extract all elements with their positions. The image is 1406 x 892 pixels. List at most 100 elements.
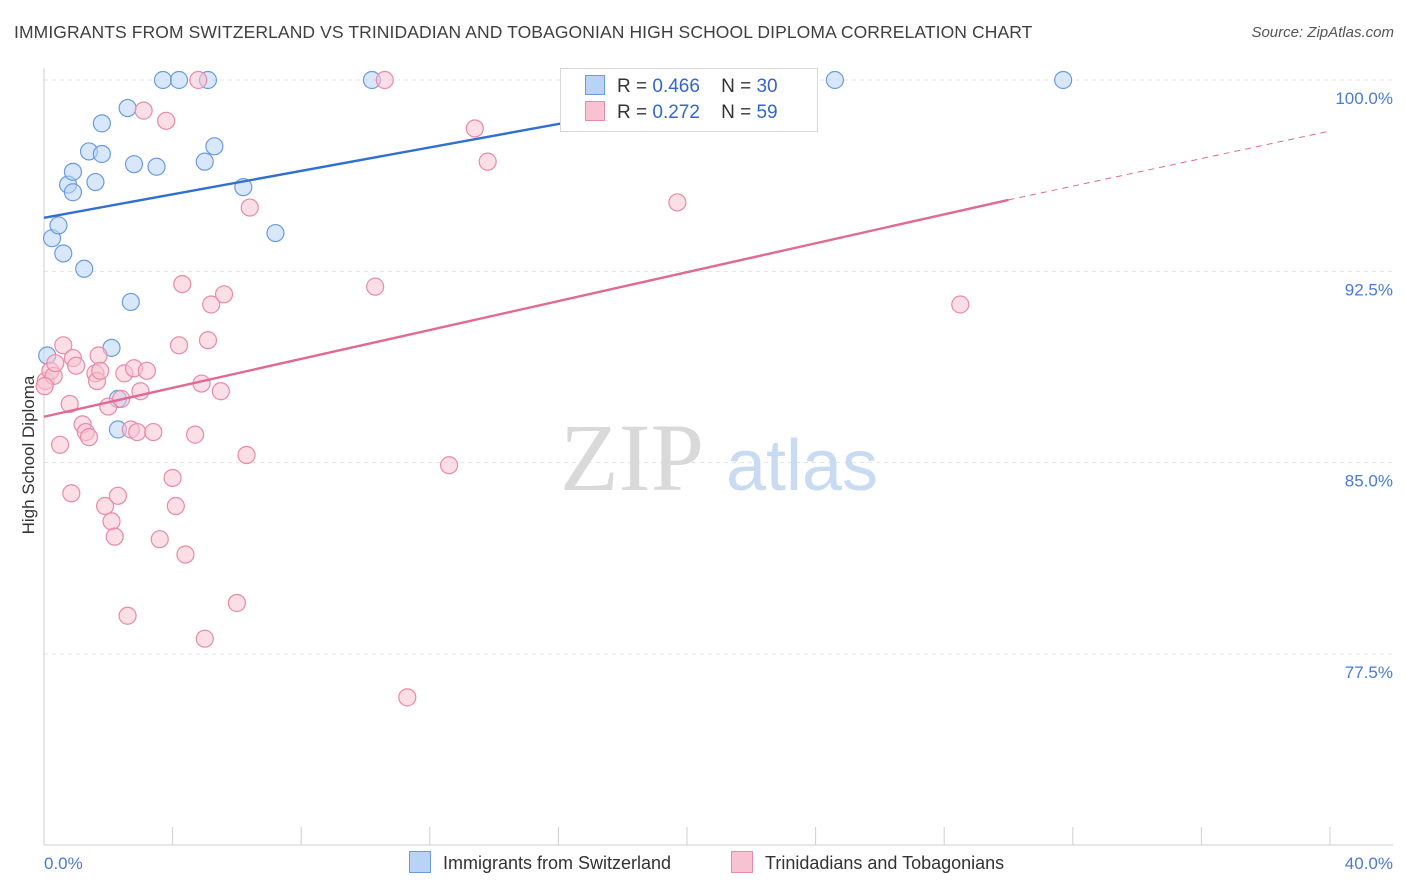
trinidad-point-42 [195,629,214,648]
switzerland-point-25 [266,223,285,243]
legend-swatch-pink [585,101,605,121]
trinidad-point-37 [173,274,192,294]
switzerland-point-15 [118,98,137,118]
legend-r-value-1: 0.466 [652,76,700,97]
trinidad-trend-line [43,198,1009,418]
trinidad-point-4 [50,435,70,454]
switzerland-point-16 [121,292,140,312]
grid-layer [44,79,1393,655]
y-tick-label-2: 92.5% [1345,280,1393,299]
trinidad-point-3 [46,354,65,373]
switzerland-point-11 [92,114,111,133]
y-axis-label: High School Diploma [19,375,38,534]
y-tick-label-1: 85.0% [1345,472,1393,491]
trinidad-point-51 [375,70,394,90]
label-layer: High School Diploma 0.0% 40.0% [19,375,1393,873]
trinidad-point-20 [105,527,124,546]
legend-n-label-1: N = [721,76,752,97]
watermark-atlas: atlas [726,426,878,506]
axis-layer: 77.5% 85.0% 92.5% 100.0% [43,68,1393,846]
legend-n-value-1: 30 [756,76,778,97]
trinidad-point-32 [150,530,169,549]
trinidad-point-43 [198,331,218,350]
switzerland-point-18 [147,157,166,176]
trinidad-point-5 [54,336,73,355]
trinidad-point-9 [67,356,86,375]
switzerland-point-19 [153,70,173,90]
bottom-legend-swatch-blue [409,851,431,873]
trinidad-point-36 [169,336,189,355]
trinidad-point-17 [95,496,115,516]
trinidad-point-16 [91,361,110,380]
trinidad-point-49 [240,198,259,217]
trinidad-point-55 [478,152,497,171]
legend-n-label-2: N = [721,102,752,123]
trinidad-point-47 [227,593,246,613]
trinidad-point-29 [134,101,153,120]
trinidad-point-48 [237,445,256,465]
y-tick-label-3: 100.0% [1335,89,1393,108]
switzerland-point-20 [169,70,189,90]
legend-r-label-2: R = [617,102,648,123]
bottom-legend-label-1: Immigrants from Switzerland [443,853,672,873]
trinidad-point-58 [35,377,54,396]
chart-title: IMMIGRANTS FROM SWITZERLAND VS TRINIDADI… [14,22,1033,42]
source-credit: Source: ZipAtlas.com [1251,24,1394,41]
bottom-legend-switzerland: Immigrants from Switzerland [409,851,671,874]
trinidad-point-35 [166,496,185,516]
trinidad-point-24 [118,606,137,625]
switzerland-point-17 [124,155,144,174]
legend-r-label-1: R = [617,76,648,97]
trinidad-point-31 [144,422,163,442]
switzerland-point-3 [54,244,73,263]
trinidad-point-39 [186,425,205,444]
trinidad-point-57 [951,295,970,314]
watermark: ZIP atlas [560,404,878,511]
trinidad-point-33 [157,111,176,130]
trinidad-point-45 [211,382,230,401]
x-tick-label-min: 0.0% [44,854,83,873]
correlation-legend: R = 0.466 N = 30 R = 0.272 N = 59 [560,68,818,132]
switzerland-point-10 [92,144,111,164]
switzerland-point-9 [86,172,105,192]
legend-row-switzerland: R = 0.466 N = 30 [585,75,778,101]
switzerland-point-5 [63,162,83,181]
trinidad-point-50 [366,277,385,296]
trinidad-point-34 [163,468,182,488]
trinidad-point-44 [202,295,221,314]
switzerland-point-21 [195,152,214,171]
switzerland-point-7 [75,259,94,278]
switzerland-point-6 [63,183,83,202]
legend-swatch-blue [585,75,605,95]
switzerland-point-2 [49,216,68,235]
trinidad-point-30 [137,361,156,380]
switzerland-point-28 [825,70,844,90]
trinidad-point-12 [79,428,99,447]
trinidad-point-38 [176,545,195,564]
trinidad-point-21 [108,486,128,505]
trinidad-point-27 [128,422,147,442]
trinidad-point-53 [439,456,459,475]
points-layer [35,70,1073,707]
trinidad-point-19 [102,512,121,531]
trinidad-point-15 [89,346,108,365]
legend-n-value-2: 59 [756,102,778,123]
x-tick-label-max: 40.0% [1345,854,1393,873]
switzerland-point-29 [1054,70,1073,90]
trinidad-point-54 [465,119,484,138]
bottom-legend-label-2: Trinidadians and Tobagonians [765,853,1005,873]
trinidad-trend-extension [1008,130,1331,201]
trinidad-point-7 [62,484,81,503]
bottom-legend-trinidad: Trinidadians and Tobagonians [731,851,1004,874]
legend-row-trinidad: R = 0.272 N = 59 [585,101,778,127]
watermark-zip: ZIP [560,404,704,511]
y-tick-label-0: 77.5% [1345,663,1393,682]
trinidad-point-46 [214,285,234,304]
trinidad-point-52 [398,688,417,707]
switzerland-point-23 [205,137,224,156]
trinidad-point-40 [189,70,208,90]
trinidad-point-6 [60,394,79,414]
trinidad-point-56 [668,193,687,212]
legend-r-value-2: 0.272 [652,102,700,123]
